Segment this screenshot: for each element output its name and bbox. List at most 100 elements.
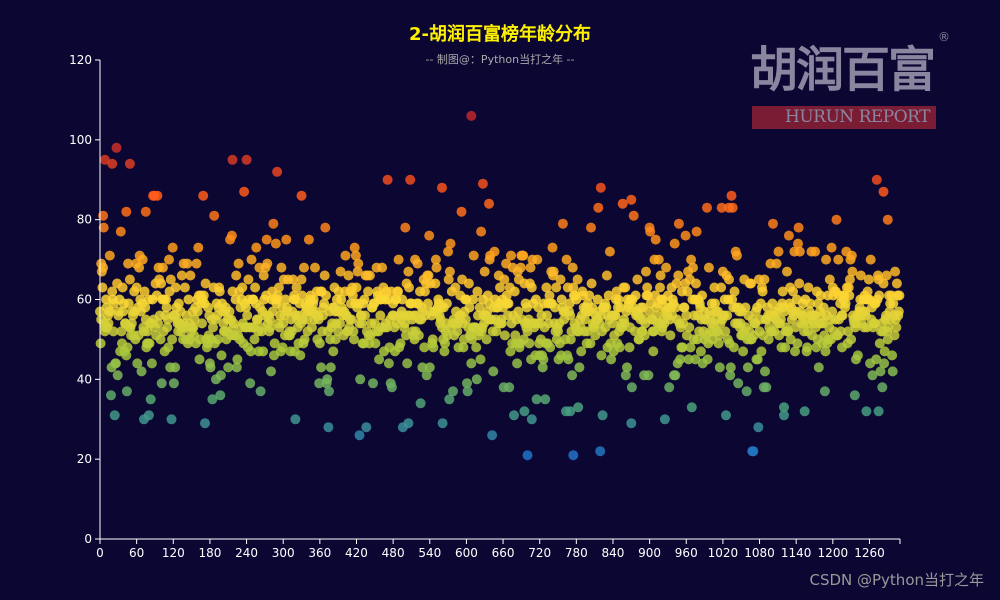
data-point[interactable]	[399, 318, 410, 329]
data-point[interactable]	[472, 286, 483, 297]
data-point[interactable]	[424, 230, 435, 241]
data-point[interactable]	[415, 398, 426, 409]
data-point[interactable]	[322, 374, 333, 385]
data-point[interactable]	[290, 414, 301, 425]
data-point[interactable]	[738, 346, 749, 357]
data-point[interactable]	[328, 346, 339, 357]
data-point[interactable]	[375, 310, 386, 321]
data-point[interactable]	[518, 250, 529, 261]
data-point[interactable]	[891, 278, 902, 289]
data-point[interactable]	[363, 286, 374, 297]
data-point[interactable]	[642, 282, 653, 293]
data-point[interactable]	[805, 298, 816, 309]
data-point[interactable]	[724, 202, 734, 213]
data-point[interactable]	[468, 250, 479, 261]
data-point[interactable]	[509, 286, 520, 297]
data-point[interactable]	[209, 210, 220, 221]
data-point[interactable]	[488, 366, 499, 377]
data-point[interactable]	[499, 274, 510, 285]
data-point[interactable]	[360, 310, 370, 321]
data-point[interactable]	[297, 290, 308, 301]
data-point[interactable]	[685, 342, 696, 353]
data-point[interactable]	[226, 230, 237, 241]
data-point[interactable]	[760, 366, 770, 377]
data-point[interactable]	[134, 262, 145, 273]
data-point[interactable]	[227, 154, 238, 165]
data-point[interactable]	[439, 346, 450, 357]
data-point[interactable]	[792, 338, 803, 349]
data-point[interactable]	[819, 386, 830, 397]
data-point[interactable]	[139, 286, 150, 297]
data-point[interactable]	[871, 174, 882, 185]
data-point[interactable]	[644, 306, 654, 317]
data-point[interactable]	[291, 282, 302, 293]
data-point[interactable]	[251, 242, 262, 253]
data-point[interactable]	[96, 258, 107, 269]
data-point[interactable]	[288, 274, 298, 285]
data-point[interactable]	[111, 142, 122, 153]
data-point[interactable]	[568, 450, 579, 461]
data-point[interactable]	[335, 318, 345, 329]
data-point[interactable]	[573, 402, 584, 413]
data-point[interactable]	[790, 346, 800, 357]
data-point[interactable]	[655, 282, 665, 293]
data-point[interactable]	[208, 322, 218, 333]
data-point[interactable]	[422, 298, 433, 309]
data-point[interactable]	[474, 302, 485, 313]
data-point[interactable]	[720, 326, 731, 337]
data-point[interactable]	[359, 294, 370, 305]
data-point[interactable]	[462, 386, 473, 397]
data-point[interactable]	[827, 306, 838, 317]
data-point[interactable]	[890, 266, 901, 277]
data-point[interactable]	[250, 282, 261, 293]
data-point[interactable]	[891, 322, 902, 333]
data-point[interactable]	[161, 302, 172, 313]
data-point[interactable]	[295, 350, 306, 361]
data-point[interactable]	[131, 282, 142, 293]
data-point[interactable]	[728, 342, 739, 353]
data-point[interactable]	[496, 318, 507, 329]
data-point[interactable]	[495, 282, 505, 293]
data-point[interactable]	[531, 294, 541, 305]
data-point[interactable]	[565, 406, 576, 417]
data-point[interactable]	[601, 270, 612, 281]
data-point[interactable]	[350, 250, 361, 261]
data-point[interactable]	[280, 294, 291, 305]
data-point[interactable]	[632, 274, 643, 285]
data-point[interactable]	[203, 302, 214, 313]
data-point[interactable]	[846, 334, 857, 345]
data-point[interactable]	[780, 342, 791, 353]
data-point[interactable]	[641, 266, 651, 277]
data-point[interactable]	[596, 350, 607, 361]
data-point[interactable]	[565, 334, 576, 345]
data-point[interactable]	[888, 298, 899, 309]
data-point[interactable]	[595, 182, 606, 193]
data-point[interactable]	[167, 242, 178, 253]
data-point[interactable]	[228, 318, 239, 329]
data-point[interactable]	[107, 286, 118, 297]
data-point[interactable]	[522, 450, 533, 461]
data-point[interactable]	[757, 286, 768, 297]
data-point[interactable]	[256, 326, 267, 337]
data-point[interactable]	[258, 346, 269, 357]
data-point[interactable]	[753, 422, 764, 433]
data-point[interactable]	[879, 346, 890, 357]
data-point[interactable]	[725, 370, 736, 381]
data-point[interactable]	[264, 314, 275, 325]
data-point[interactable]	[99, 154, 110, 165]
data-point[interactable]	[124, 158, 135, 169]
data-point[interactable]	[170, 282, 181, 293]
data-point[interactable]	[837, 310, 848, 321]
data-point[interactable]	[302, 314, 312, 325]
data-point[interactable]	[126, 318, 137, 329]
data-point[interactable]	[152, 190, 163, 201]
data-point[interactable]	[123, 298, 134, 309]
data-point[interactable]	[626, 382, 637, 393]
data-point[interactable]	[648, 346, 659, 357]
data-point[interactable]	[499, 330, 510, 341]
data-point[interactable]	[443, 246, 454, 257]
data-point[interactable]	[669, 238, 680, 249]
data-point[interactable]	[614, 342, 625, 353]
data-point[interactable]	[861, 406, 872, 417]
data-point[interactable]	[448, 386, 458, 397]
